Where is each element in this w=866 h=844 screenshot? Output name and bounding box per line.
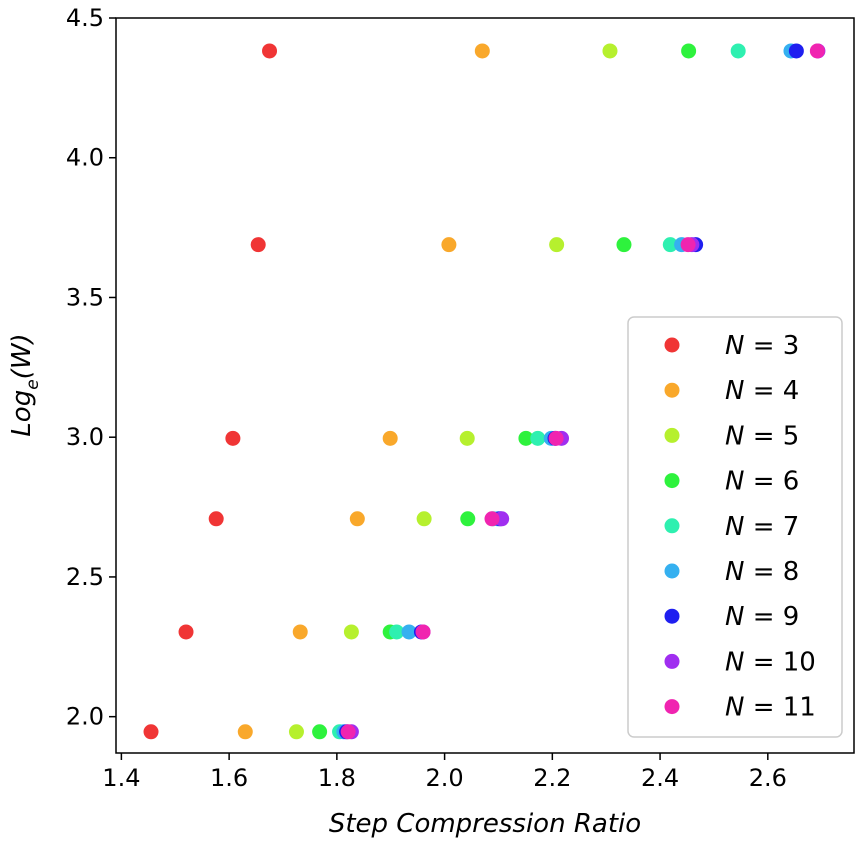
x-tick-label: 1.4 [102,764,140,792]
y-tick-label: 3.0 [66,423,104,451]
point-n6-4 [518,430,534,446]
point-n9-6 [788,43,804,59]
legend-item-n11: N = 11 [664,693,816,723]
legend-item-n3: N = 3 [664,331,799,361]
y-axis-label-subscript: e [23,379,43,389]
point-n7-5 [662,237,678,253]
point-n4-5 [441,237,457,253]
point-n4-1 [237,724,253,740]
legend-marker [664,473,680,489]
point-n6-6 [681,43,697,59]
point-n5-5 [549,237,565,253]
legend-marker [664,382,680,398]
y-tick-label: 3.5 [66,283,104,311]
legend-item-n6: N = 6 [664,467,799,497]
point-n5-4 [459,430,475,446]
x-tick-label: 1.8 [318,764,356,792]
svg-text:Loge(W): Loge(W) [7,333,43,436]
x-tick-label: 2.6 [749,764,787,792]
x-tick-label: 2.0 [426,764,464,792]
legend: N = 3 N = 4 N = 5 N = 6 N = 7 N = 8 N = 9 N = 1… [627,316,843,738]
x-tick-label: 1.6 [210,764,248,792]
legend-label: N = 11 [725,693,816,723]
y-tick-label: 4.5 [66,4,104,32]
point-n3-1 [143,724,159,740]
legend-marker [664,563,680,579]
point-n6-1 [312,724,328,740]
point-n5-6 [602,43,618,59]
point-n11-1 [340,724,356,740]
point-n3-6 [262,43,278,59]
point-n8-2 [401,624,417,640]
x-axis-label: Step Compression Ratio [329,809,641,839]
point-n3-3 [208,511,224,527]
point-n5-1 [288,724,304,740]
y-axis-label: Loge(W) [7,333,43,436]
point-n6-3 [460,511,476,527]
point-n5-2 [343,624,359,640]
legend-item-n9: N = 9 [664,602,799,632]
point-n11-2 [415,624,431,640]
legend-item-n5: N = 5 [664,421,799,451]
point-n3-4 [225,430,241,446]
x-tick-label: 2.2 [533,764,571,792]
legend-marker [664,518,680,534]
point-n4-4 [382,430,398,446]
y-tick-label: 2.0 [66,703,104,731]
point-n5-3 [416,511,432,527]
legend-box [627,316,843,738]
point-n7-2 [389,624,405,640]
y-axis-label-base: Log [7,390,37,437]
plot-frame [115,17,855,754]
data-points [143,43,826,740]
point-n4-6 [474,43,490,59]
point-n11-5 [680,237,696,253]
y-tick-label: 2.5 [66,563,104,591]
legend-item-n7: N = 7 [664,512,799,542]
point-n11-4 [548,430,564,446]
legend-label: N = 8 [725,557,799,587]
point-n4-2 [292,624,308,640]
x-axis: 1.4 1.6 1.8 2.0 2.2 2.4 2.6 [102,753,787,792]
y-axis-label-argument: (W) [7,333,37,379]
legend-label: N = 7 [725,512,799,542]
point-n3-5 [250,237,266,253]
legend-marker [664,653,680,669]
point-n4-3 [349,511,365,527]
x-tick-label: 2.4 [641,764,679,792]
point-n7-4 [530,430,546,446]
legend-marker [664,608,680,624]
legend-label: N = 4 [725,376,799,406]
legend-label: N = 3 [725,331,799,361]
point-n3-2 [178,624,194,640]
legend-label: N = 10 [725,647,816,677]
y-tick-label: 4.0 [66,144,104,172]
legend-label: N = 6 [725,467,799,497]
legend-item-n8: N = 8 [664,557,799,587]
point-n6-5 [616,237,632,253]
legend-label: N = 5 [725,421,799,451]
point-n11-3 [484,511,500,527]
point-n11-6 [809,43,825,59]
legend-marker [664,337,680,353]
legend-label: N = 9 [725,602,799,632]
legend-marker [664,699,680,715]
point-n7-6 [730,43,746,59]
y-axis: 2.0 2.5 3.0 3.5 4.0 4.5 [66,4,116,731]
legend-item-n4: N = 4 [664,376,799,406]
legend-marker [664,427,680,443]
legend-item-n10: N = 10 [664,647,816,677]
